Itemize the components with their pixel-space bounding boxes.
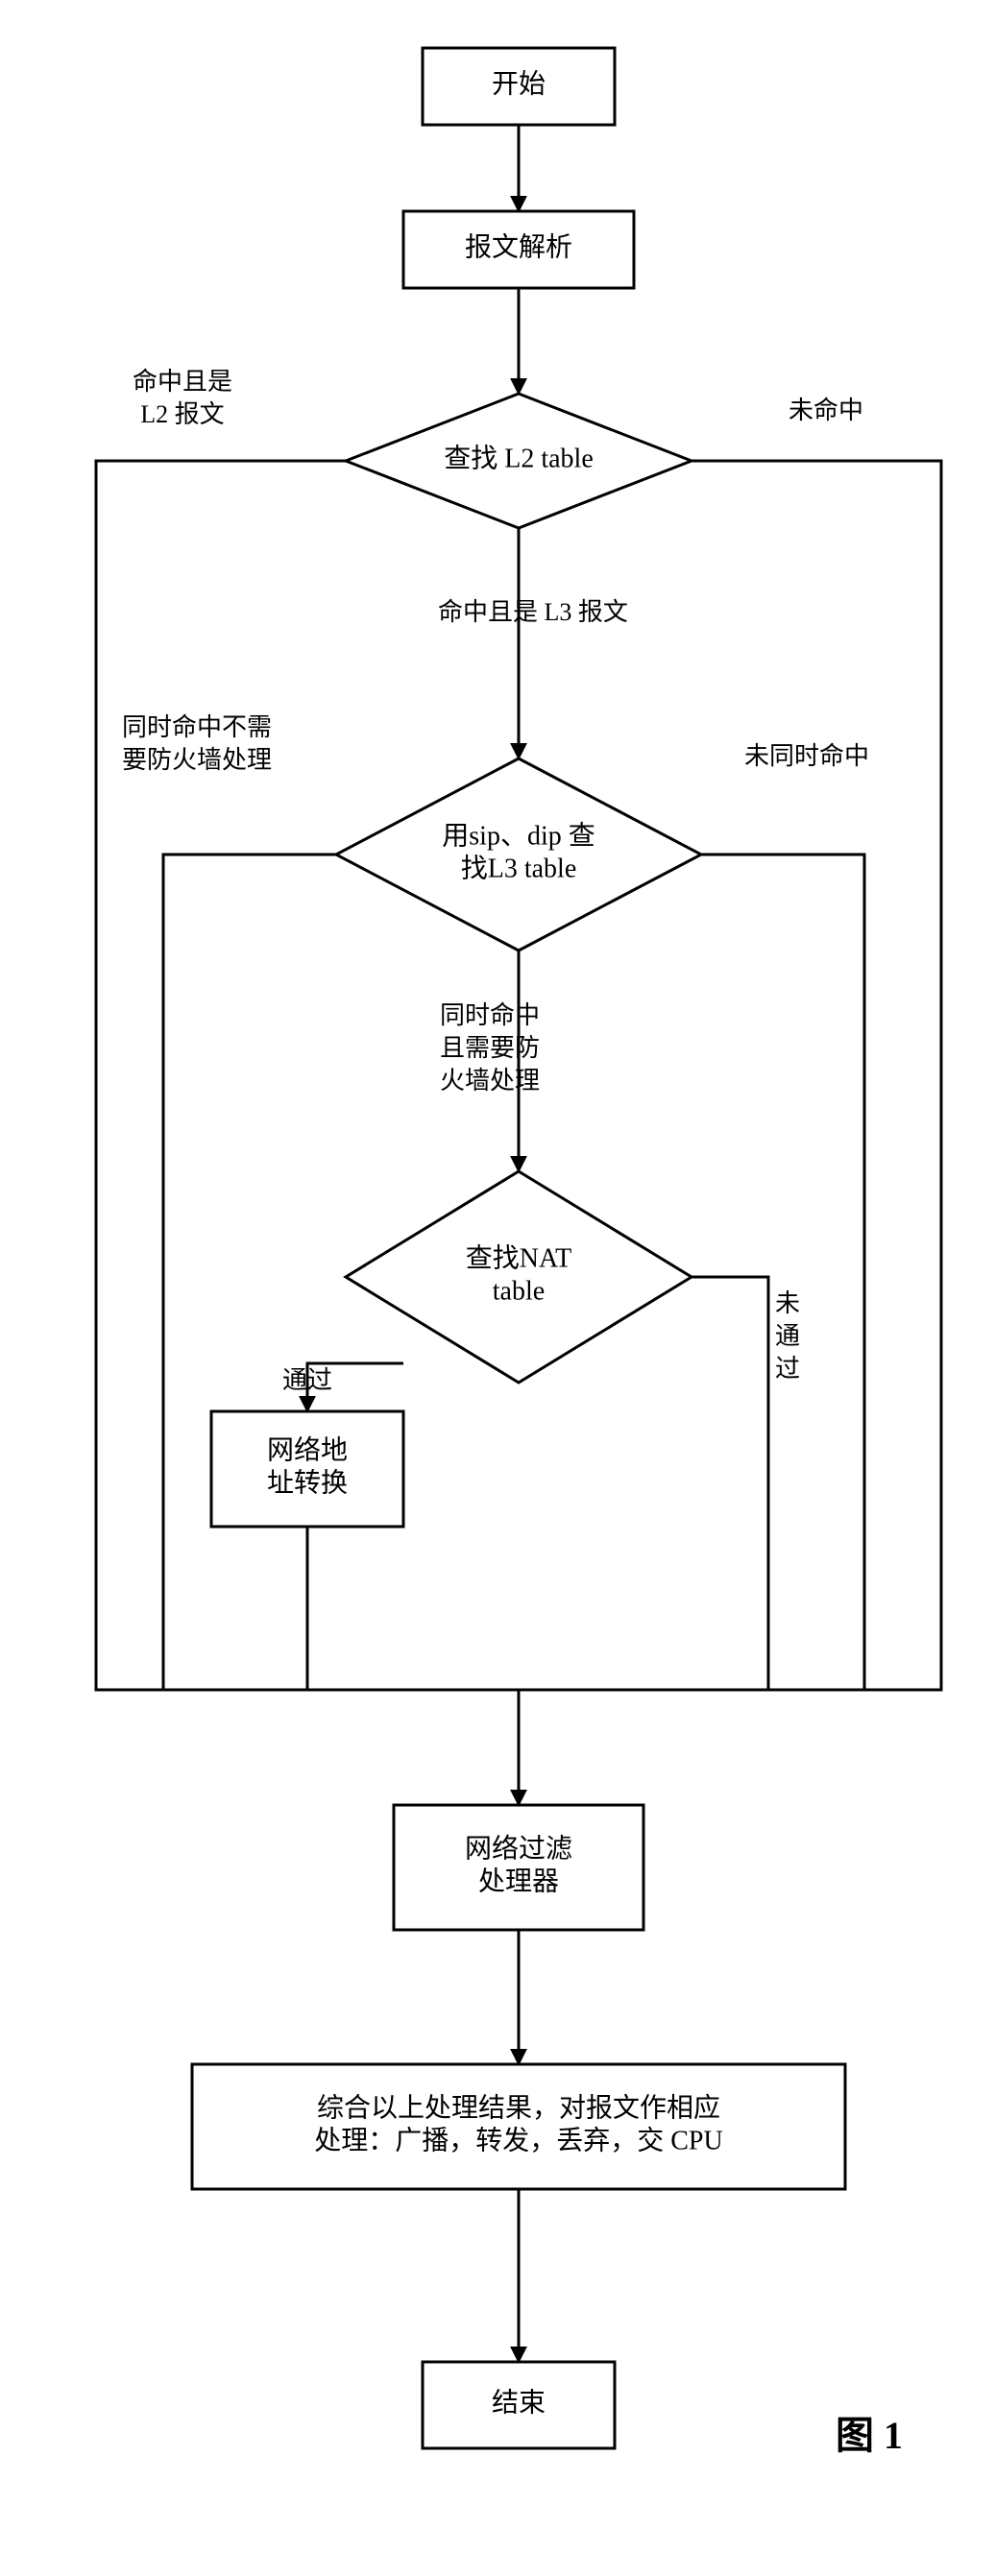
node-text: 报文解析 [465,231,572,262]
edge-label-4: 未同时命中 [744,742,869,770]
edge-label-6: 通过 [282,1366,332,1394]
edge-label-2: 命中且是 L3 报文 [438,598,628,626]
edge-8 [163,855,336,1690]
node-l3: 用sip、dip 查找L3 table [336,758,701,951]
node-text: 找L3 table [461,853,577,883]
node-text: 处理：广播，转发，丢弃，交 CPU [314,2125,722,2155]
node-text: 开始 [492,68,546,99]
node-nat: 查找NATtable [346,1171,692,1383]
node-text: 查找NAT [466,1242,571,1273]
node-result: 综合以上处理结果，对报文作相应处理：广播，转发，丢弃，交 CPU [192,2064,845,2189]
node-l2: 查找 L2 table [346,394,692,528]
edge-label-0: L2 报文 [140,400,224,428]
edge-label-5: 同时命中 [440,1001,540,1029]
edge-7 [519,461,941,1690]
node-text: 址转换 [267,1467,348,1498]
node-text: 用sip、dip 查 [442,820,595,851]
edge-label-3: 同时命中不需 [122,713,272,741]
node-start: 开始 [423,48,615,125]
edge-label-3: 要防火墙处理 [122,746,272,774]
node-filter: 网络过滤处理器 [394,1805,643,1930]
node-text: 网络地 [267,1434,348,1465]
node-text: table [493,1276,545,1306]
figure-label: 图 1 [836,2414,903,2457]
edge-label-1: 未命中 [789,397,863,424]
node-text: 综合以上处理结果，对报文作相应 [317,2092,720,2123]
node-end: 结束 [423,2362,615,2448]
node-text: 查找 L2 table [444,443,594,473]
node-natconv: 网络地址转换 [211,1411,403,1527]
edge-label-7: 过 [775,1355,800,1383]
edge-label-7: 通 [775,1322,800,1350]
edge-label-5: 火墙处理 [440,1067,540,1095]
node-parse: 报文解析 [403,211,634,288]
edge-12 [692,1277,768,1690]
node-text: 网络过滤 [465,1833,572,1864]
edge-9 [701,855,864,1690]
node-text: 结束 [492,2387,546,2418]
edge-label-0: 命中且是 [133,368,232,396]
edge-label-7: 未 [775,1289,800,1317]
node-text: 处理器 [478,1866,559,1896]
edge-label-5: 且需要防 [440,1034,540,1062]
